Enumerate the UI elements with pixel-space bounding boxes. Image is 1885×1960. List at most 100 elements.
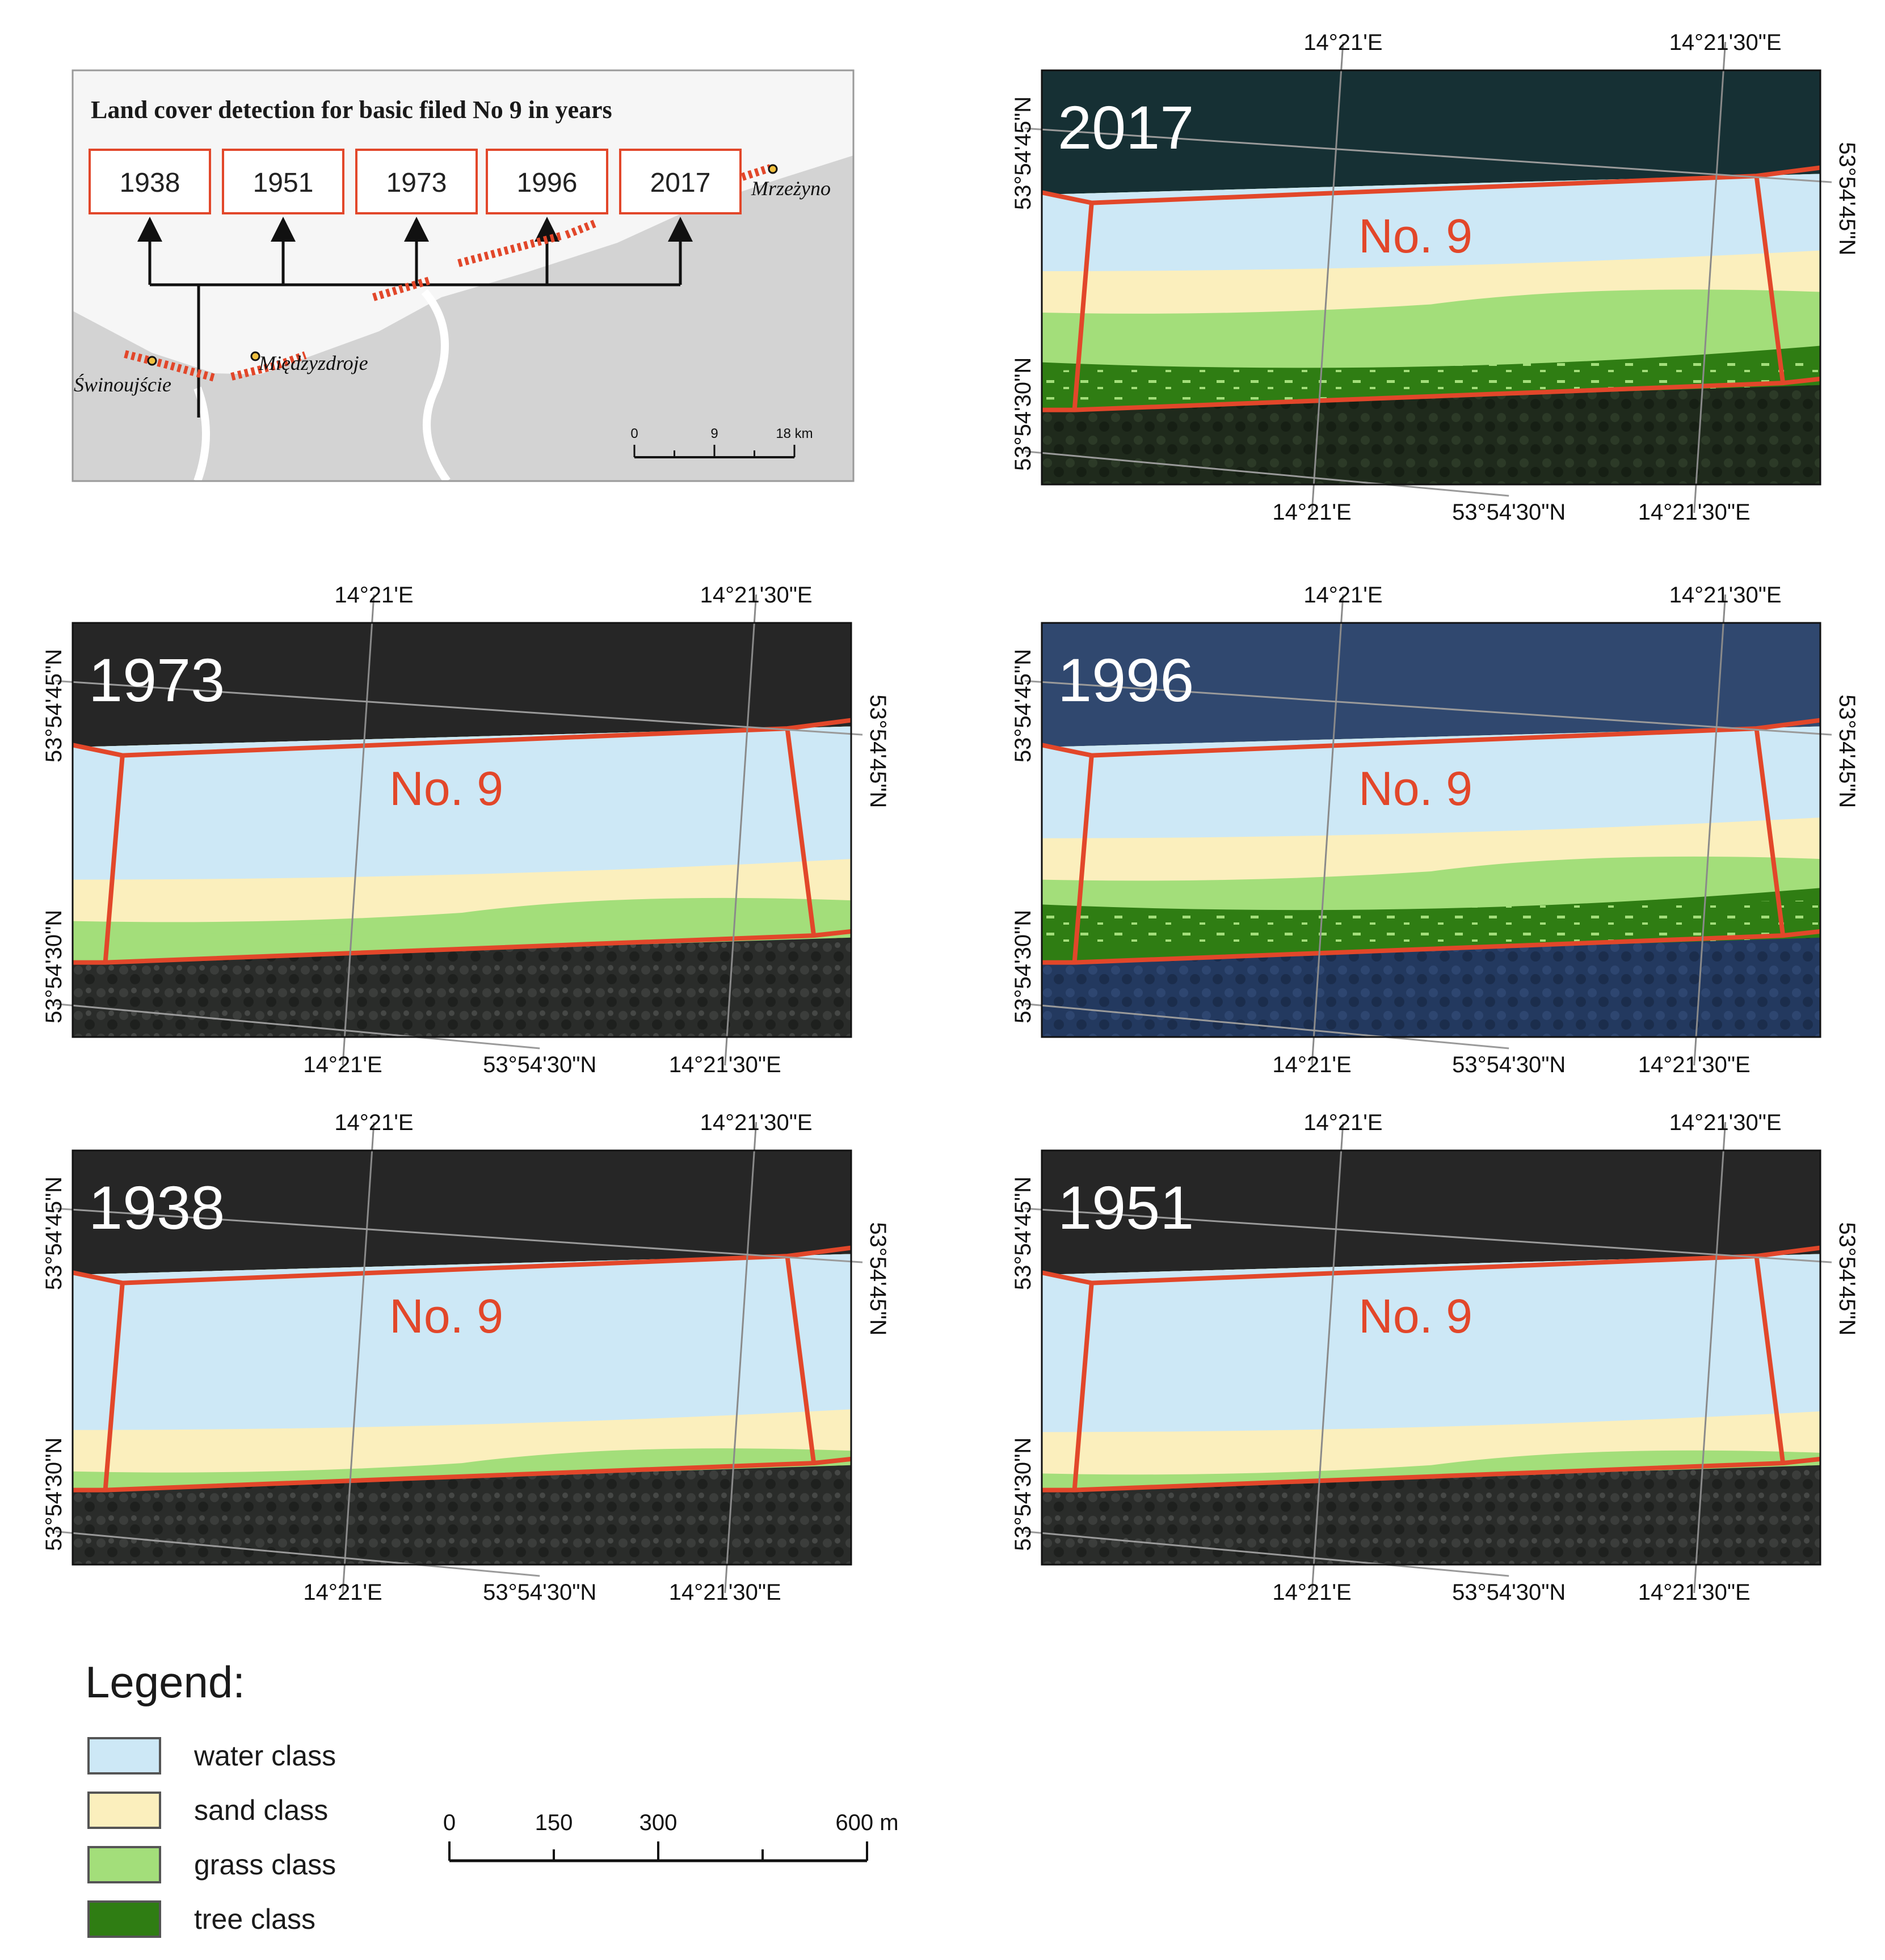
panel-1973: 1973 No. 9 14°21'E 14°21'30"E 14°21'E 53°54'3… [41,583,890,1077]
graticule-lat-top [1024,1207,1832,1263]
town-label-miedzyzdroje: Międzyzdroje [258,352,368,374]
coord-lon1-bottom: 14°21'E [1272,1580,1351,1605]
panel-1996: 1996 No. 9 14°21'E 14°21'30"E 14°21'E 53°54'3… [1011,583,1859,1077]
coord-lat-top-right: 53°54'45"N [1834,694,1859,808]
field-boundary [1041,165,1821,412]
panel-2017: 2017 No. 9 14°21'E 14°21'30"E 14°21'E 53°54'3… [1011,30,1859,525]
arrow-head-1938 [137,217,162,242]
coord-lon2-bottom: 14°21'30"E [1638,500,1751,525]
coord-lat-bottom-label: 53°54'30"N [1452,500,1566,525]
water-band [1042,726,1820,838]
year-panels: 2017 No. 9 14°21'E 14°21'30"E 14°21'E 53°54'3… [41,30,1859,1605]
panel-1951: 1951 No. 9 14°21'E 14°21'30"E 14°21'E 53°54'3… [1011,1110,1859,1605]
field-label: No. 9 [1358,209,1472,263]
year-box-label-1951: 1951 [253,168,314,198]
panel-frame [1041,1149,1821,1566]
coord-lat-top-right: 53°54'45"N [865,1222,890,1335]
year-box-1973 [355,149,478,214]
field-segment-swinoujscie [124,350,216,382]
inset-scale-label: 18 km [776,426,813,441]
coord-lon1-top: 14°21'E [334,583,413,608]
year-box-1951 [222,149,344,214]
inset-scale-label: 9 [710,426,718,441]
coord-lat-top-left: 53°54'45"N [1011,96,1036,210]
field-segment-coast-c [565,220,596,239]
graticule-lon1 [342,594,375,1066]
graticule-lat-bottom [55,1003,540,1049]
graticule-lon2 [724,594,758,1066]
panel-1938: 1938 No. 9 14°21'E 14°21'30"E 14°21'E 53°54'3… [41,1110,890,1605]
legend-item-label: water class [193,1740,336,1772]
scale-bar-label: 150 [535,1810,573,1835]
panel-year-label: 2017 [1058,93,1194,162]
coord-lat-bottom-label: 53°54'30"N [483,1052,596,1077]
panel-year-label: 1973 [89,646,225,714]
field-segment-mrzezyno [740,164,772,181]
forest-below [1042,385,1820,484]
field-boundary [1041,718,1821,965]
legend-swatch [87,1792,161,1829]
coord-lon1-top: 14°21'E [1303,30,1382,55]
year-box-label-1973: 1973 [386,168,447,198]
town-label-swinoujscie: Świnoujście [74,373,171,396]
forest-below [1042,937,1820,1037]
legend-item-label: tree class [194,1903,315,1935]
coord-lat-top-right: 53°54'45"N [1834,1222,1859,1335]
location-inset-map: Land cover detection for basic filed No … [71,69,855,484]
graticule-lon1 [1311,1122,1344,1594]
scale-bar-label: 0 [443,1810,456,1835]
graticule-lat-top [1024,680,1832,736]
field-segment-miedzyzdroje [230,351,307,381]
year-box-label-1996: 1996 [517,168,578,198]
coord-lon1-top: 14°21'E [1303,1110,1382,1135]
arrow-head-1973 [404,217,429,242]
legend-title: Legend: [85,1657,245,1707]
coord-lat-bottom-left: 53°54'30"N [41,910,66,1023]
coord-lat-bottom-label: 53°54'30"N [483,1580,596,1605]
panel-frame [71,1149,852,1566]
coord-lat-bottom-left: 53°54'30"N [1011,1438,1036,1551]
town-marker-mrzezyno [768,164,778,174]
coord-lat-top-left: 53°54'45"N [1011,1177,1036,1290]
panel-year-label: 1938 [89,1173,225,1242]
coord-lon2-top: 14°21'30"E [1669,1110,1782,1135]
coord-lat-top-right: 53°54'45"N [865,694,890,808]
field-label: No. 9 [1358,762,1472,815]
inset-scale-label: 0 [630,426,638,441]
water-band [73,726,851,880]
coord-lon2-bottom: 14°21'30"E [1638,1052,1751,1077]
graticule-lat-top [55,680,863,736]
coord-lon2-top: 14°21'30"E [700,1110,813,1135]
coord-lon2-bottom: 14°21'30"E [669,1580,781,1605]
town-label-mrzezyno: Mrzeżyno [751,177,831,200]
field-boundary [72,1245,852,1493]
field-label: No. 9 [389,762,503,815]
year-box-1996 [486,149,608,214]
year-box-1938 [89,149,211,214]
graticule-lon1 [342,1122,375,1594]
graticule-lat-bottom [1024,1531,1509,1577]
graticule-lat-bottom [55,1531,540,1577]
inset-title: Land cover detection for basic filed No … [91,96,612,124]
arrow-head-2017 [668,217,693,242]
coord-lat-top-left: 53°54'45"N [41,1177,66,1290]
coord-lon2-top: 14°21'30"E [1669,30,1782,55]
field-label: No. 9 [389,1289,503,1343]
field-segment-coast-a [372,276,432,301]
town-marker-miedzyzdroje [250,351,260,361]
coord-lon1-bottom: 14°21'E [303,1580,382,1605]
water-band [73,1254,851,1430]
graticule-lon1 [1311,41,1344,513]
year-box-2017 [619,149,742,214]
year-box-label-1938: 1938 [120,168,180,198]
field-boundary [72,718,852,965]
inset-frame [71,69,855,482]
graticule-lon2 [1693,594,1727,1066]
graticule-lat-top [55,1207,863,1263]
water-band [1042,1254,1820,1432]
coord-lat-bottom-left: 53°54'30"N [1011,357,1036,471]
panel-year-label: 1996 [1058,646,1194,714]
panel-frame [1041,622,1821,1038]
coord-lon1-top: 14°21'E [334,1110,413,1135]
